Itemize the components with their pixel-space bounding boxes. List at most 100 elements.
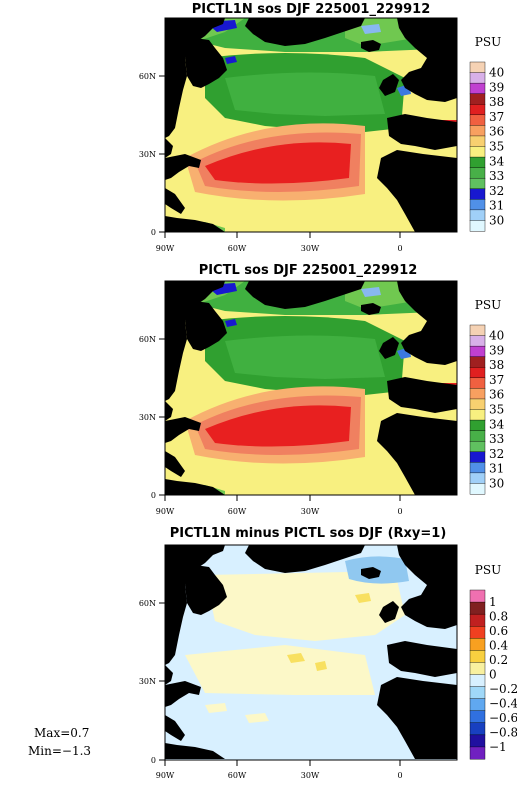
colorbar-label: 0.6 xyxy=(489,624,508,638)
colorbar-swatch xyxy=(469,61,486,74)
panel-1: PICTL1N sos DJF 225001_229912 60N 30N 0 … xyxy=(139,2,505,253)
colorbar-label: 38 xyxy=(489,95,504,109)
colorbar-label: 34 xyxy=(489,417,505,431)
colorbar-swatch xyxy=(469,650,486,663)
colorbar-swatch xyxy=(469,199,486,211)
colorbar-swatch xyxy=(469,93,486,105)
panel-2: PICTL sos DJF 225001_229912 60N 30N 0 90… xyxy=(139,263,505,516)
colorbar-label: 36 xyxy=(489,125,504,139)
colorbar-label: 30 xyxy=(489,213,504,227)
colorbar-label: 40 xyxy=(489,66,504,80)
colorbar-label: 37 xyxy=(489,110,504,124)
panel-2-ytick-0: 0 xyxy=(151,491,156,500)
colorbar-swatch xyxy=(469,398,486,411)
colorbar-label: 32 xyxy=(489,447,504,461)
panel-1-map xyxy=(165,18,457,232)
colorbar-swatch xyxy=(469,125,486,137)
colorbar-label: 39 xyxy=(489,343,504,357)
panel-1-title: PICTL1N sos DJF 225001_229912 xyxy=(192,2,431,17)
colorbar-label: 33 xyxy=(489,432,504,446)
colorbar-swatch xyxy=(469,686,486,700)
colorbar-swatch xyxy=(469,451,486,463)
colorbar-label: 0.8 xyxy=(489,610,508,624)
colorbar-label: 0 xyxy=(489,668,497,682)
panel-2-ytick-60n: 60N xyxy=(139,335,156,344)
colorbar-label: 0.2 xyxy=(489,653,508,667)
panel-2-map xyxy=(165,281,457,495)
colorbar-label: 39 xyxy=(489,80,504,94)
colorbar-label: 31 xyxy=(489,462,504,476)
colorbar-swatch xyxy=(469,662,486,676)
panel-2-y-ticks: 60N 30N 0 xyxy=(139,335,165,500)
colorbar-swatch xyxy=(469,734,486,748)
colorbar-swatch xyxy=(469,601,486,615)
colorbar-swatch xyxy=(469,483,486,495)
panel-1-x-ticks: 90W 60W 30W 0 xyxy=(156,232,403,253)
colorbar-label: 31 xyxy=(489,199,504,213)
colorbar-swatch xyxy=(469,367,486,379)
colorbar-swatch xyxy=(469,209,486,221)
panel-2-title: PICTL sos DJF 225001_229912 xyxy=(199,263,418,278)
max-label: Max=0.7 xyxy=(34,726,89,740)
colorbar-label: 36 xyxy=(489,388,504,402)
colorbar-label: −0.8 xyxy=(489,725,517,739)
colorbar-swatch xyxy=(469,638,486,651)
colorbar-swatch xyxy=(469,377,486,389)
panel-1-ytick-60n: 60N xyxy=(139,72,156,81)
colorbar-label: 40 xyxy=(489,329,504,343)
panel-1-xtick-60w: 60W xyxy=(228,244,247,253)
colorbar-swatch xyxy=(469,156,486,169)
min-label: Min=−1.3 xyxy=(28,744,91,758)
colorbar-swatch xyxy=(469,356,486,368)
panel-1-ytick-30n: 30N xyxy=(139,150,156,159)
colorbar-label: 0.4 xyxy=(489,639,508,653)
colorbar-swatch xyxy=(469,430,486,442)
panel-3-y-ticks: 60N 30N 0 xyxy=(139,599,165,765)
colorbar-swatch xyxy=(469,626,486,639)
colorbar-swatch xyxy=(469,345,486,358)
panel-1-unit: PSU xyxy=(475,35,501,49)
colorbar-label: 38 xyxy=(489,358,504,372)
colorbar-label: 37 xyxy=(489,373,504,387)
panel-3-unit: PSU xyxy=(475,563,501,577)
panel-3-xtick-60w: 60W xyxy=(228,771,247,780)
colorbar-swatch xyxy=(469,746,486,760)
panel-2-x-ticks: 90W 60W 30W 0 xyxy=(156,495,403,516)
colorbar-swatch xyxy=(469,114,486,126)
panel-2-ytick-30n: 30N xyxy=(139,413,156,422)
colorbar-label: 30 xyxy=(489,476,504,490)
colorbar-label: −1 xyxy=(489,740,507,754)
colorbar-label: 33 xyxy=(489,169,504,183)
colorbar-label: 32 xyxy=(489,184,504,198)
panel-3-xtick-30w: 30W xyxy=(301,771,320,780)
colorbar-swatch xyxy=(469,220,486,232)
colorbar-swatch xyxy=(469,335,486,347)
colorbar-swatch xyxy=(469,135,486,148)
colorbar-swatch xyxy=(469,188,486,200)
panel-3-map xyxy=(165,545,457,760)
panel-1-xtick-90w: 90W xyxy=(156,244,175,253)
panel-3-ytick-30n: 30N xyxy=(139,677,156,686)
panel-3-title: PICTL1N minus PICTL sos DJF (Rxy=1) xyxy=(170,526,447,541)
colorbar-label: 1 xyxy=(489,595,497,609)
colorbar-label: 34 xyxy=(489,154,505,168)
colorbar-label: −0.2 xyxy=(489,682,517,696)
colorbar-label: 35 xyxy=(489,140,504,154)
colorbar-swatch xyxy=(469,177,486,190)
panel-1-xtick-30w: 30W xyxy=(301,244,320,253)
colorbar-swatch xyxy=(469,472,486,484)
panel-2-xtick-0: 0 xyxy=(397,507,402,516)
panel-2-unit: PSU xyxy=(475,298,501,312)
colorbar-swatch xyxy=(469,72,486,84)
panel-3-xtick-0: 0 xyxy=(397,771,402,780)
colorbar-swatch xyxy=(469,440,486,453)
colorbar-swatch xyxy=(469,710,486,724)
colorbar-swatch xyxy=(469,613,486,627)
colorbar-swatch xyxy=(469,409,486,421)
panel-3-x-ticks: 90W 60W 30W 0 xyxy=(156,760,403,780)
colorbar-swatch xyxy=(469,589,486,603)
colorbar-swatch xyxy=(469,104,486,116)
